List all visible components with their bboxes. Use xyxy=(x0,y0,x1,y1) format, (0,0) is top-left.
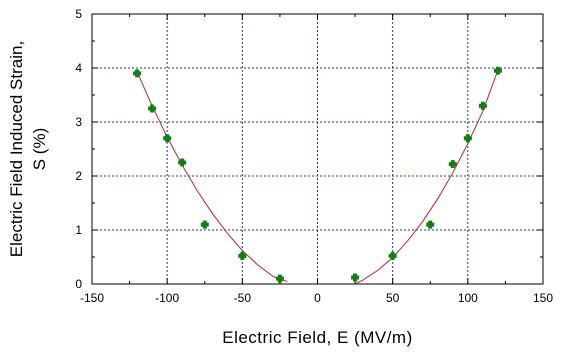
data-point xyxy=(148,104,157,113)
x-tick-label: 150 xyxy=(533,291,553,305)
data-point xyxy=(238,251,247,260)
x-tick-label: 0 xyxy=(314,291,321,305)
x-tick-label: -100 xyxy=(155,291,179,305)
x-tick-label: 100 xyxy=(458,291,478,305)
y-axis-title-line-2: S (%) xyxy=(30,128,49,171)
data-points xyxy=(133,66,502,283)
y-tick-label: 4 xyxy=(75,61,82,75)
axis-ticks xyxy=(91,13,544,285)
y-axis-title-line-1: Electric Field Induced Strain, xyxy=(7,41,26,257)
data-point xyxy=(463,134,472,143)
data-point xyxy=(388,251,397,260)
y-tick-label: 3 xyxy=(75,115,82,129)
x-tick-label: -50 xyxy=(234,291,252,305)
data-point xyxy=(200,220,209,229)
data-point xyxy=(178,158,187,167)
y-tick-label: 5 xyxy=(75,7,82,21)
x-axis-title: Electric Field, E (MV/m) xyxy=(222,328,413,347)
data-point xyxy=(426,220,435,229)
data-point xyxy=(493,66,502,75)
data-point xyxy=(133,69,142,78)
data-point xyxy=(478,101,487,110)
data-point xyxy=(448,160,457,169)
data-point xyxy=(163,134,172,143)
fit-curve-negative-field xyxy=(136,71,288,282)
data-point xyxy=(275,274,284,283)
x-tick-label: -150 xyxy=(80,291,104,305)
y-tick-label: 0 xyxy=(75,277,82,291)
data-point xyxy=(351,273,360,282)
y-tick-label: 2 xyxy=(75,169,82,183)
tick-labels: -150 -100 -50 0 50 100 150 0 1 2 3 4 5 xyxy=(75,7,553,305)
y-tick-label: 1 xyxy=(75,223,82,237)
fit-curves xyxy=(136,70,499,285)
grid-lines xyxy=(92,14,543,284)
fit-curve-positive-field xyxy=(354,70,499,285)
x-tick-label: 50 xyxy=(386,291,400,305)
